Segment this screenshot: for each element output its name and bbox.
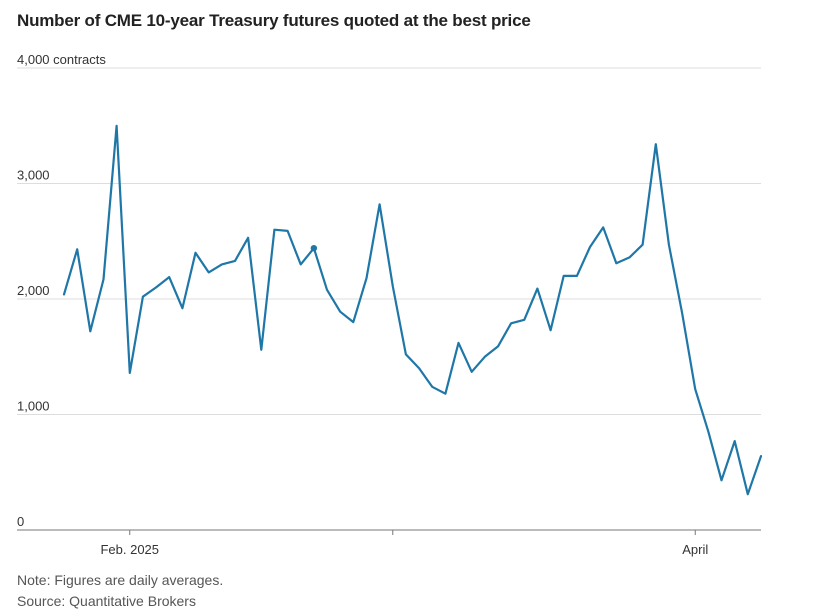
data-point (404, 352, 408, 356)
data-point (746, 492, 750, 496)
data-point (299, 262, 303, 266)
data-point (180, 306, 184, 310)
data-point (680, 311, 684, 315)
data-point (75, 247, 79, 251)
data-point (207, 270, 211, 274)
gridlines (17, 67, 761, 415)
series-lines (62, 124, 763, 496)
data-point (614, 261, 618, 265)
data-point (233, 259, 237, 263)
data-point (364, 276, 368, 280)
data-point (115, 124, 119, 128)
data-point (141, 295, 145, 299)
data-point (509, 321, 513, 325)
data-point (351, 320, 355, 324)
x-tick-label: Feb. 2025 (100, 542, 159, 557)
data-point (667, 243, 671, 247)
data-point (759, 454, 763, 458)
data-point (430, 385, 434, 389)
data-point (378, 202, 382, 206)
data-point (654, 142, 658, 146)
data-point (575, 274, 579, 278)
data-point (457, 341, 461, 345)
data-point (338, 310, 342, 314)
y-tick-label: 2,000 (17, 283, 50, 298)
data-point (443, 392, 447, 396)
data-points (62, 124, 763, 496)
data-point (733, 439, 737, 443)
data-point (194, 251, 198, 255)
y-tick-label: 4,000 contracts (17, 52, 106, 67)
x-tick-label: April (682, 542, 708, 557)
data-point (601, 225, 605, 229)
data-point (62, 292, 66, 296)
footnote: Note: Figures are daily averages. (17, 572, 224, 588)
x-axis-ticks: Feb. 2025 April (100, 530, 708, 557)
data-point (535, 287, 539, 291)
data-point (154, 285, 158, 289)
data-point (562, 274, 566, 278)
data-point (272, 228, 276, 232)
data-point (641, 243, 645, 247)
data-point (167, 275, 171, 279)
data-point (496, 344, 500, 348)
data-point (220, 262, 224, 266)
y-tick-label: 0 (17, 514, 24, 529)
highlighted-data-point (310, 244, 318, 252)
source-note: Source: Quantitative Brokers (17, 593, 196, 609)
data-point (246, 236, 250, 240)
data-point (470, 370, 474, 374)
data-point (720, 478, 724, 482)
y-tick-label: 3,000 (17, 168, 50, 183)
data-point (549, 328, 553, 332)
data-point (706, 430, 710, 434)
chart-title: Number of CME 10-year Treasury futures q… (17, 11, 531, 30)
data-point (417, 366, 421, 370)
data-point (522, 318, 526, 322)
y-axis-tick-labels: 4,000 contracts 3,000 2,000 1,000 0 (17, 52, 106, 529)
data-point (128, 371, 132, 375)
y-tick-label: 1,000 (17, 399, 50, 414)
data-point (101, 277, 105, 281)
data-point (627, 255, 631, 259)
data-point (693, 387, 697, 391)
data-point (259, 348, 263, 352)
series-line (62, 124, 763, 496)
data-point (286, 229, 290, 233)
data-point (325, 288, 329, 292)
data-point (588, 245, 592, 249)
data-point (483, 355, 487, 359)
data-point (88, 329, 92, 333)
data-point (391, 284, 395, 288)
